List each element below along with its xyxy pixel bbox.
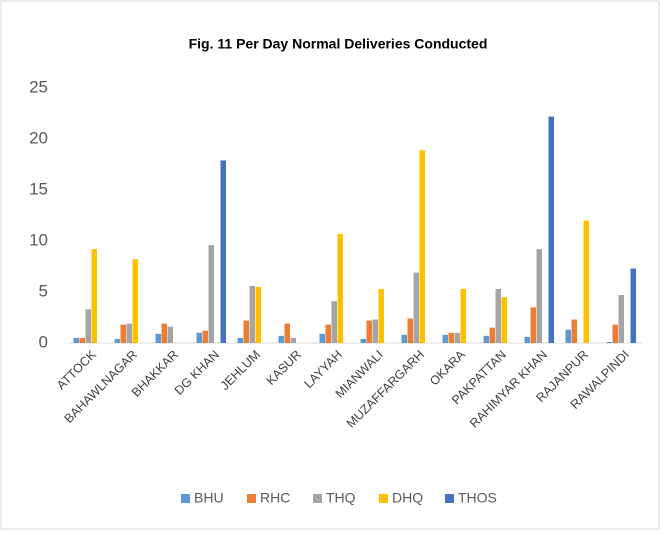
bar xyxy=(255,286,261,343)
bar xyxy=(290,337,296,343)
bar xyxy=(360,338,366,343)
legend-label: BHU xyxy=(194,490,224,506)
legend-label: THQ xyxy=(326,490,356,506)
bar xyxy=(73,337,79,343)
bar xyxy=(155,333,161,343)
bar xyxy=(161,323,167,343)
bar xyxy=(489,327,495,343)
legend-label: RHC xyxy=(260,490,290,506)
bar xyxy=(120,324,126,343)
bar xyxy=(548,116,554,343)
y-tick-label: 20 xyxy=(29,128,48,147)
bar xyxy=(495,288,501,343)
bar xyxy=(483,335,489,343)
y-tick-label: 25 xyxy=(29,77,48,96)
legend-swatch xyxy=(313,494,322,503)
bar xyxy=(413,272,419,343)
legend-swatch xyxy=(247,494,256,503)
bar xyxy=(114,338,120,343)
y-tick-label: 0 xyxy=(39,332,48,351)
bar xyxy=(126,323,132,343)
bar xyxy=(372,319,378,343)
bar xyxy=(278,335,284,343)
bar xyxy=(448,332,454,343)
legend-swatch xyxy=(445,494,454,503)
bar xyxy=(167,326,173,343)
chart-title: Fig. 11 Per Day Normal Deliveries Conduc… xyxy=(189,36,488,52)
bar xyxy=(202,330,208,343)
bar xyxy=(319,333,325,343)
bar xyxy=(132,259,138,343)
bar xyxy=(91,249,97,343)
legend-label: THOS xyxy=(458,490,497,506)
bar xyxy=(501,297,507,343)
bar xyxy=(79,337,85,343)
legend-label: DHQ xyxy=(392,490,423,506)
bar xyxy=(331,301,337,343)
bar xyxy=(249,285,255,343)
bar xyxy=(612,324,618,343)
bar xyxy=(419,150,425,343)
bar xyxy=(571,319,577,343)
legend-swatch xyxy=(379,494,388,503)
y-tick-label: 10 xyxy=(29,230,48,249)
bar xyxy=(530,307,536,343)
bar xyxy=(208,245,214,343)
bar xyxy=(524,336,530,343)
bar xyxy=(243,320,249,343)
bar xyxy=(630,268,636,343)
bar xyxy=(284,323,290,343)
bar xyxy=(220,160,226,343)
bar xyxy=(85,309,91,343)
bar xyxy=(606,341,612,343)
bar xyxy=(196,332,202,343)
bar xyxy=(325,324,331,343)
bar xyxy=(337,233,343,343)
bar xyxy=(378,288,384,343)
bar xyxy=(460,288,466,343)
y-tick-label: 15 xyxy=(29,179,48,198)
legend-swatch xyxy=(181,494,190,503)
bar xyxy=(407,318,413,343)
bar xyxy=(237,337,243,343)
bar xyxy=(583,220,589,343)
bar xyxy=(401,334,407,343)
bar xyxy=(565,329,571,343)
bar xyxy=(366,320,372,343)
bar xyxy=(442,334,448,343)
bar xyxy=(536,249,542,343)
bar xyxy=(618,295,624,343)
y-tick-label: 5 xyxy=(39,281,48,300)
bar xyxy=(454,332,460,343)
